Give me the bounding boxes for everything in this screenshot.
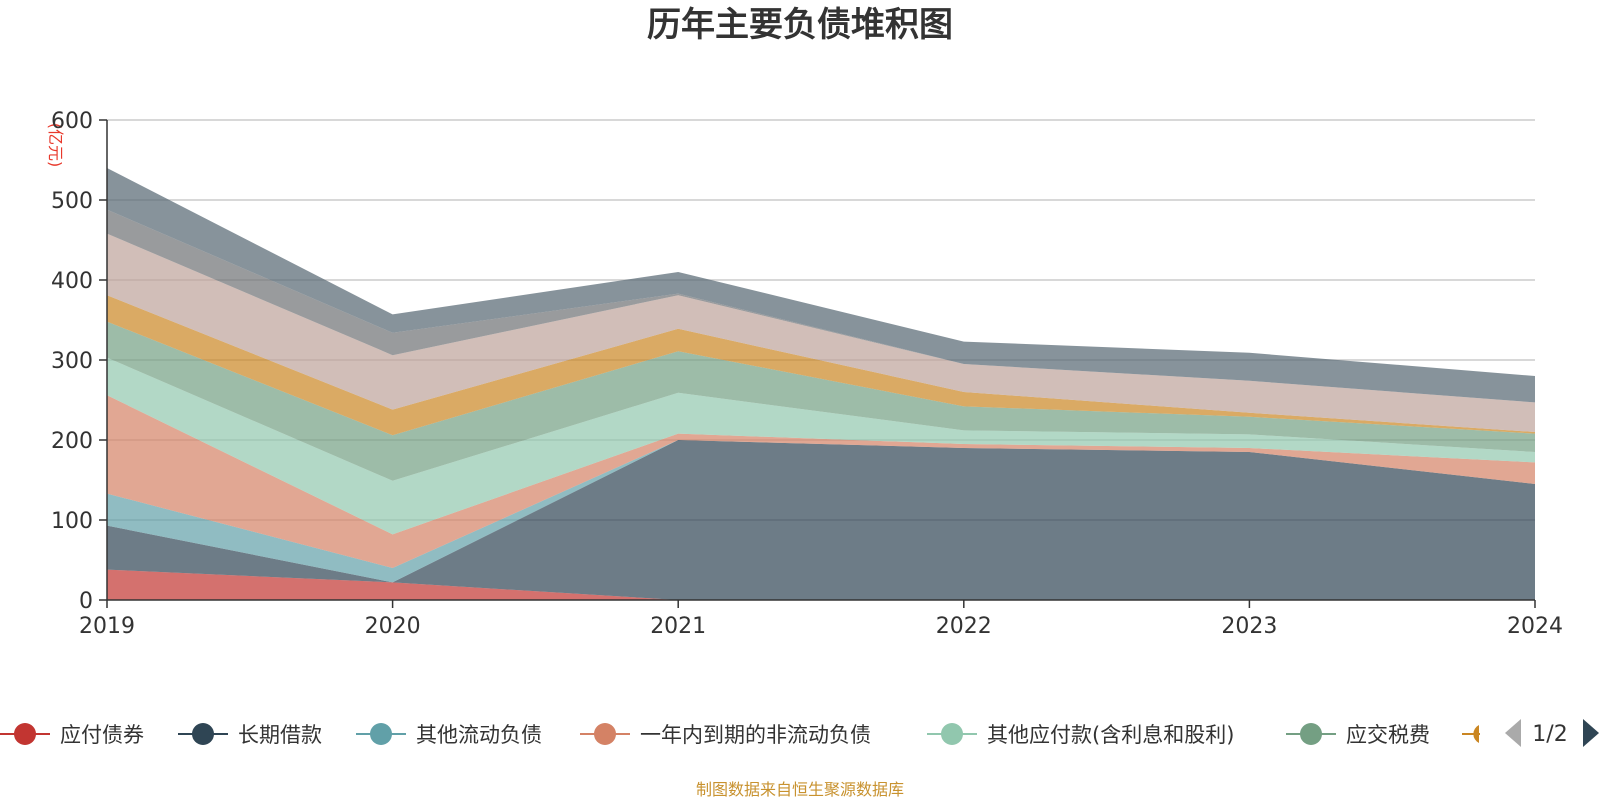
- y-axis-unit: (亿元): [46, 123, 65, 168]
- legend-marker-icon: [941, 723, 963, 745]
- legend-marker-icon: [14, 723, 36, 745]
- x-tick-label: 2020: [365, 614, 421, 639]
- x-tick-label: 2023: [1221, 614, 1277, 639]
- legend-marker-icon: [1473, 725, 1479, 743]
- legend-label: 其他流动负债: [416, 723, 542, 747]
- x-tick-label: 2024: [1507, 614, 1563, 639]
- source-note: 制图数据来自恒生聚源数据库: [696, 780, 904, 799]
- legend[interactable]: 应付债券 长期借款 其他流动负债 一年内到期的非流动负债 其他应付款(含利息和股利) 应交…: [0, 723, 1480, 747]
- y-tick-label: 0: [79, 589, 93, 614]
- legend-item[interactable]: 其他流动负债: [356, 723, 542, 747]
- area-series-8: [107, 233, 1535, 432]
- legend-item[interactable]: 应付债券: [0, 723, 144, 747]
- legend-item-partial[interactable]: [1462, 725, 1480, 743]
- area-series-4: [107, 395, 1535, 568]
- legend-item[interactable]: 其他应付款(含利息和股利): [927, 723, 1234, 747]
- legend-label: 应付债券: [60, 723, 144, 747]
- area-series-2: [107, 440, 1535, 600]
- legend-marker-icon: [594, 723, 616, 745]
- legend-page-indicator: 1/2: [1532, 722, 1567, 747]
- legend-pager[interactable]: 1/2: [1505, 719, 1599, 747]
- legend-label: 长期借款: [238, 723, 322, 747]
- area-series-7: [107, 295, 1535, 436]
- axes: 0 100 200 300 400 500 600 2019 2020 2021 2022 2023 2…: [51, 109, 1563, 639]
- legend-prev-icon[interactable]: [1505, 719, 1521, 747]
- area-series-10: [107, 168, 1535, 403]
- legend-marker-icon: [370, 723, 392, 745]
- area-series-5: [107, 357, 1535, 535]
- legend-label: 其他应付款(含利息和股利): [987, 723, 1234, 747]
- area-series: [107, 168, 1535, 600]
- legend-item[interactable]: 应交税费: [1286, 723, 1430, 747]
- y-tick-label: 200: [51, 429, 93, 454]
- x-tick-label: 2019: [79, 614, 135, 639]
- legend-marker-icon: [1300, 723, 1322, 745]
- area-series-1: [107, 569, 1535, 600]
- y-tick-label: 600: [51, 109, 93, 134]
- legend-item[interactable]: 长期借款: [178, 723, 322, 747]
- x-tick-label: 2022: [936, 614, 992, 639]
- y-tick-label: 300: [51, 349, 93, 374]
- y-tick-label: 400: [51, 269, 93, 294]
- legend-label: 一年内到期的非流动负债: [640, 723, 871, 747]
- area-series-6: [107, 321, 1535, 481]
- legend-next-icon[interactable]: [1583, 719, 1599, 747]
- y-tick-label: 100: [51, 509, 93, 534]
- x-tick-label: 2021: [650, 614, 706, 639]
- chart-title: 历年主要负债堆积图: [647, 5, 953, 45]
- legend-marker-icon: [192, 723, 214, 745]
- legend-item[interactable]: 一年内到期的非流动负债: [580, 723, 871, 747]
- y-tick-label: 500: [51, 189, 93, 214]
- legend-label: 应交税费: [1346, 723, 1430, 747]
